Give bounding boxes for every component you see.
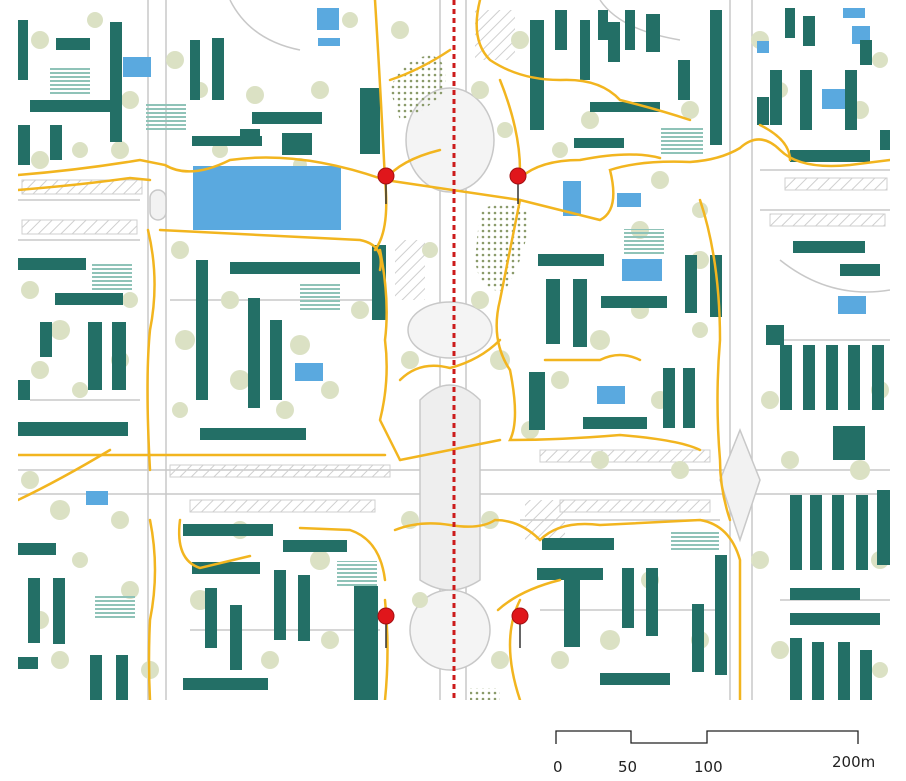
entrance-southwest-marker[interactable] bbox=[377, 607, 395, 648]
footpaths bbox=[18, 0, 890, 700]
water-features bbox=[86, 8, 870, 505]
trees bbox=[21, 12, 889, 679]
buildings bbox=[18, 8, 890, 700]
scale-label-200m: 200m bbox=[832, 753, 875, 771]
entrance-northwest-marker[interactable] bbox=[377, 167, 395, 204]
scale-label-0: 0 bbox=[553, 758, 563, 776]
entrance-southeast-marker[interactable] bbox=[511, 607, 529, 648]
dotted-vegetation bbox=[390, 55, 530, 700]
hatched-areas bbox=[21, 10, 888, 540]
scale-label-50: 50 bbox=[618, 758, 637, 776]
scale-bar: 0 50 100 200m bbox=[553, 730, 875, 776]
entrance-northeast-marker[interactable] bbox=[509, 167, 527, 204]
striped-pads bbox=[50, 66, 719, 620]
scale-label-100: 100 bbox=[694, 758, 723, 776]
scale-bar-line bbox=[555, 730, 859, 744]
